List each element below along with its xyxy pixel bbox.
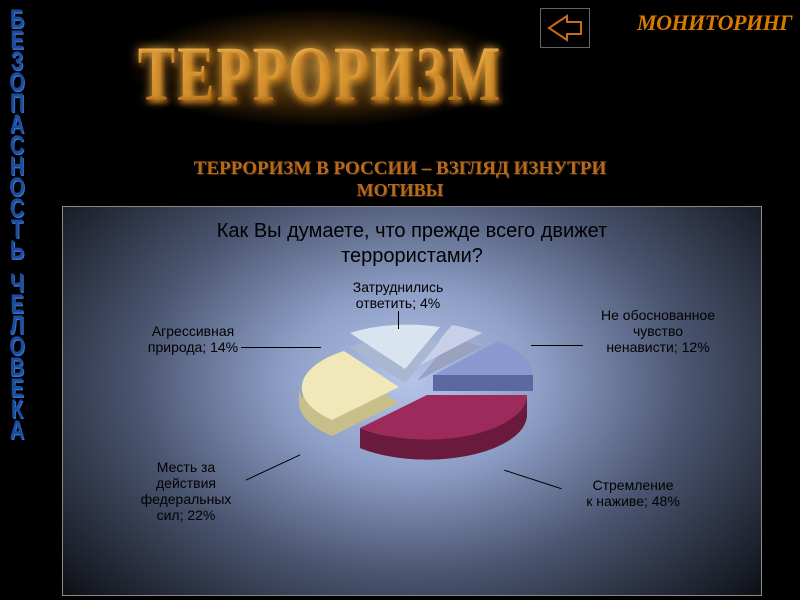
leader-line <box>241 347 321 348</box>
label-undecided: Затруднилисьответить; 4% <box>333 279 463 311</box>
pie-chart <box>298 317 538 497</box>
label-profit: Стремлениек наживе; 48% <box>563 477 703 509</box>
subtitle-line2: МОТИВЫ <box>100 180 700 201</box>
monitoring-label: МОНИТОРИНГ <box>637 10 792 36</box>
chart-question: Как Вы думаете, что прежде всего движетт… <box>63 219 761 269</box>
leader-line <box>531 345 583 346</box>
leader-line <box>398 311 399 329</box>
leader-line <box>246 454 301 480</box>
label-hatred: Не обоснованноечувствоненависти; 12% <box>583 307 733 355</box>
label-revenge: Месть задействияфедеральныхсил; 22% <box>121 459 251 523</box>
chart-container: Как Вы думаете, что прежде всего движетт… <box>62 206 762 596</box>
sidebar-vertical-text: БЕЗОПАСНОСТЬ ЧЕЛОВЕКА <box>2 10 32 590</box>
subtitle-line1: ТЕРРОРИЗМ В РОССИИ – ВЗГЛЯД ИЗНУТРИ <box>100 158 700 180</box>
page-title: ТЕРРОРИЗМ <box>100 30 540 120</box>
label-aggression: Агрессивнаяприрода; 14% <box>133 323 253 355</box>
